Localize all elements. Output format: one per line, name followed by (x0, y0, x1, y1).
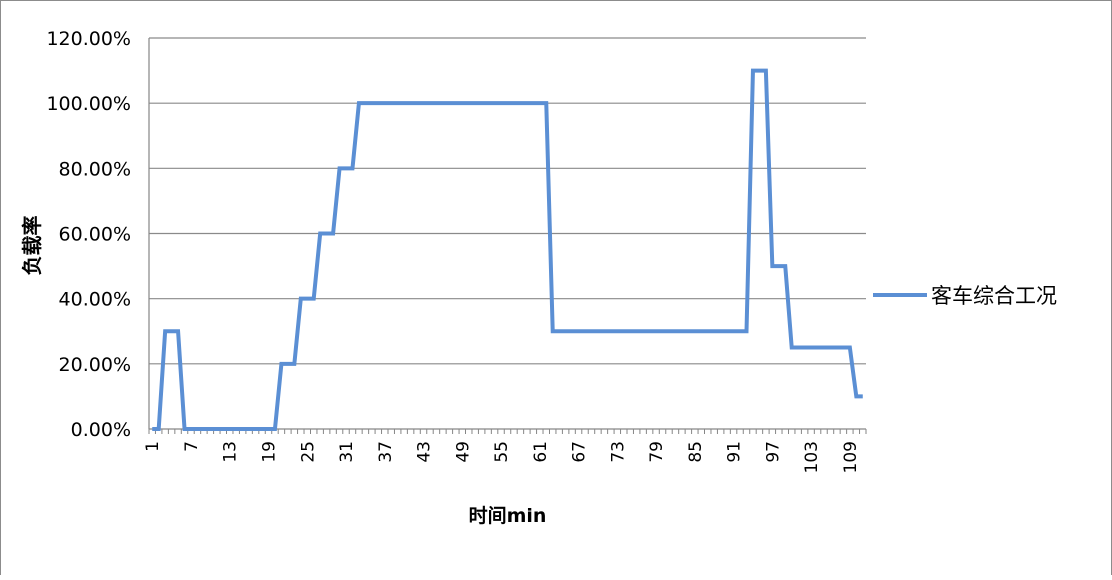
x-tick-label: 49 (453, 441, 473, 463)
x-tick-label: 31 (337, 441, 357, 463)
series-line (152, 68, 863, 431)
legend: 客车综合工况 (873, 284, 1057, 308)
legend-label: 客车综合工况 (931, 284, 1057, 308)
x-tick-label: 67 (570, 441, 590, 463)
y-tick-label: 100.00% (46, 93, 131, 115)
x-tick-label: 73 (608, 441, 628, 463)
x-tick-label: 109 (841, 441, 861, 473)
x-tick-label: 13 (221, 441, 241, 463)
y-tick-label: 80.00% (59, 158, 131, 180)
x-tick-label: 19 (260, 441, 280, 463)
x-tick-label: 43 (415, 441, 435, 463)
x-tick-label: 7 (182, 441, 202, 452)
x-axis (148, 429, 867, 434)
x-tick-label: 91 (725, 441, 745, 463)
x-tick-label: 79 (647, 441, 667, 463)
y-tick-label: 0.00% (71, 419, 131, 441)
y-axis-tick-labels: 0.00% 20.00% 40.00% 60.00% 80.00% 100.00% 120.… (46, 28, 131, 441)
x-axis-title: 时间min (469, 505, 547, 527)
y-tick-label: 60.00% (59, 224, 131, 246)
grid-lines (148, 37, 866, 430)
x-tick-label: 37 (376, 441, 396, 463)
y-tick-label: 20.00% (59, 354, 131, 376)
y-tick-label: 40.00% (59, 289, 131, 311)
x-tick-label: 103 (802, 441, 822, 473)
y-axis-title: 负载率 (20, 216, 44, 276)
x-tick-label: 97 (763, 441, 783, 463)
x-tick-label: 25 (298, 441, 318, 463)
y-tick-label: 120.00% (46, 28, 131, 50)
series-layer (152, 68, 863, 431)
x-axis-tick-labels: 1 7 13 19 25 31 37 43 49 55 61 67 73 79 85 91 97 103 109 (143, 441, 861, 473)
x-tick-label: 85 (686, 441, 706, 463)
x-tick-label: 61 (531, 441, 551, 463)
x-tick-label: 1 (143, 441, 163, 452)
x-tick-label: 55 (492, 441, 512, 463)
